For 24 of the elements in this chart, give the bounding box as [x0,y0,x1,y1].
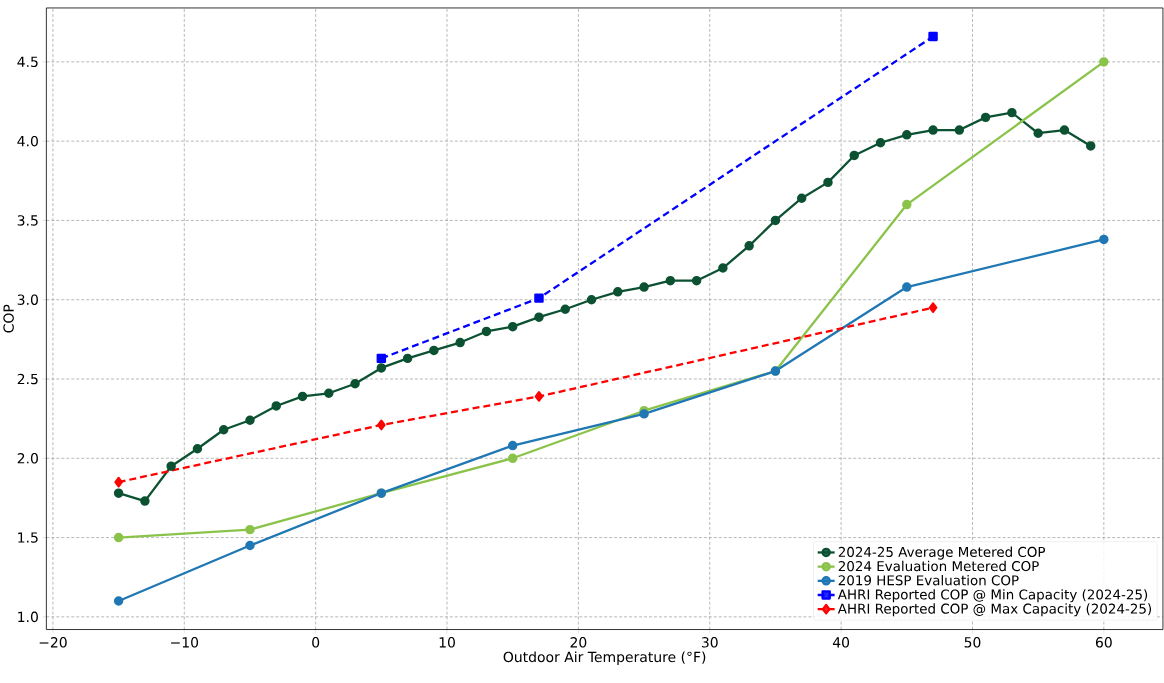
y-tick-label: 2.5 [17,373,38,385]
x-tick-label: 30 [701,636,718,648]
y-tick-label: 3.5 [17,215,38,226]
x-tick-label: −10 [171,636,199,648]
x-axis-title: Outdoor Air Temperature (°F) [503,651,706,665]
x-tick-label: 20 [570,636,587,648]
x-tick-label: −20 [39,636,67,648]
x-tick-label: 60 [1095,636,1112,648]
x-tick-label: 10 [439,636,455,648]
legend-label: 2024-25 Average Metered COP [838,546,1046,560]
legend-label: 2024 Evaluation Metered COP [838,560,1039,572]
y-tick-label: 1.5 [18,532,38,543]
y-tick-label: 1.0 [18,611,38,622]
x-tick-label: 50 [964,636,981,648]
y-tick-label: 3.0 [17,294,38,305]
y-axis-title: COP [3,304,14,333]
legend-label: AHRI Reported COP @ Min Capacity (2024-25) [837,589,1148,603]
legend-label: 2019 HESP Evaluation COP [838,574,1019,586]
y-tick-label: 4.0 [17,135,38,147]
y-tick-label: 4.5 [17,56,38,67]
legend-label: AHRI Reported COP @ Max Capacity (2024-25) [837,603,1152,617]
x-tick-label: 40 [832,636,850,648]
y-tick-label: 2.0 [17,452,38,464]
x-tick-label: 0 [312,636,320,648]
